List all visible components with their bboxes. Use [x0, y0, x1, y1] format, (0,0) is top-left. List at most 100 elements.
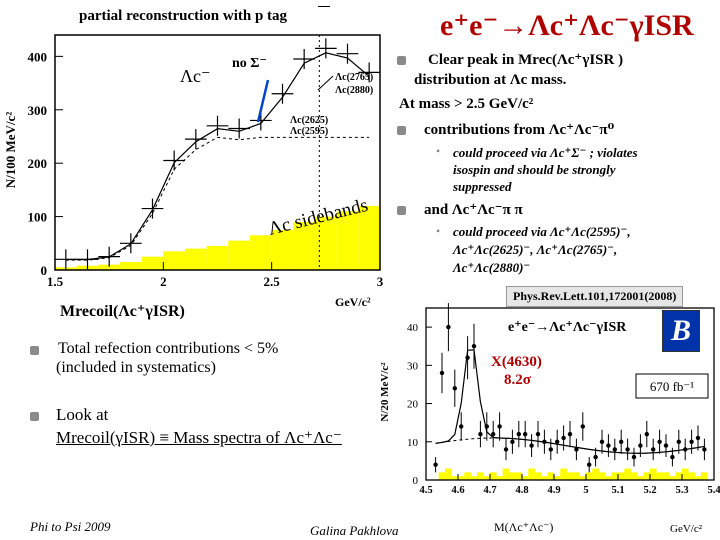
component-curve — [65, 136, 370, 261]
x-tick-label: 5.1 — [611, 485, 624, 496]
sideband-bar — [457, 476, 465, 480]
sideband-bar — [438, 472, 446, 480]
sideband-bar — [489, 472, 497, 480]
bullet1-line2: distribution at Λc mass. — [414, 72, 567, 88]
plot2-y-axis-label: N/20 MeV/c² — [379, 362, 391, 422]
sub2-line3: Λc⁺Λc(2880)⁻ — [453, 260, 531, 275]
x-tick-label: 2.5 — [264, 274, 281, 289]
sub1-line2: isospin and should be strongly — [453, 162, 616, 177]
y-tick-label: 40 — [407, 322, 419, 334]
sideband-bar — [566, 472, 574, 480]
data-point — [683, 447, 688, 452]
data-point — [471, 344, 477, 349]
x-tick-label: 4.6 — [451, 485, 464, 496]
data-point — [619, 439, 624, 444]
sub1-line3: suppressed — [453, 179, 512, 194]
resonance-pointer — [317, 75, 334, 91]
bullet-marker — [397, 56, 406, 65]
data-point — [503, 447, 509, 452]
sideband-bar — [358, 205, 380, 270]
sideband-bar — [464, 472, 471, 480]
sideband-bar — [141, 256, 164, 270]
data-point — [651, 447, 656, 452]
plot1-x-unit: GeV/c² — [335, 295, 371, 309]
y-tick-label: 100 — [28, 210, 48, 225]
sideband-bar — [617, 472, 625, 480]
sideband-bar — [496, 476, 503, 480]
sideband-bar — [579, 476, 587, 480]
bullet4-line2: Mrecoil(γISR) ≡ Mass spectra of Λc⁺Λc⁻ — [56, 428, 342, 447]
data-point — [433, 462, 438, 467]
x-tick-label: 1.5 — [47, 274, 64, 289]
sub1-line1: could proceed via Λc⁺Σ⁻ ; violates — [453, 145, 638, 160]
sideband-bar — [470, 476, 478, 480]
bullet2: and Λc⁺Λc⁻π π — [424, 202, 523, 218]
data-point — [702, 447, 707, 452]
x-tick-label: 5.4 — [707, 485, 720, 496]
sideband-bar — [611, 472, 619, 480]
data-point — [574, 447, 579, 452]
sideband-bar — [271, 229, 294, 270]
x-tick-label: 4.8 — [515, 485, 528, 496]
sideband-bar — [669, 476, 676, 480]
sideband-bar — [643, 472, 651, 480]
data-point — [593, 454, 598, 460]
data-point — [599, 439, 605, 444]
data-point — [516, 431, 521, 437]
lambda-c-label: Λc⁻ — [180, 66, 211, 86]
data-point — [625, 447, 630, 452]
x-tick-label: 5 — [583, 485, 588, 496]
y-tick-label: 300 — [28, 103, 48, 118]
data-point — [535, 431, 541, 437]
data-point — [446, 324, 451, 330]
x-tick-label: 4.5 — [419, 485, 432, 496]
sideband-bar — [694, 476, 702, 480]
data-point — [561, 435, 566, 441]
sideband-bar — [630, 472, 638, 480]
sideband-bar — [451, 476, 459, 480]
bullet-marker — [397, 126, 406, 135]
sideband-bar — [662, 472, 670, 480]
y-tick-label: 20 — [407, 399, 419, 411]
x-tick-label: 5.3 — [675, 485, 688, 496]
plot1-x-axis-label: Mrecoil(Λc⁺γISR) — [60, 303, 185, 320]
data-point — [452, 386, 457, 391]
bullet1-line1: Clear peak in Mrec(Λc⁺γISR ) — [428, 52, 624, 68]
data-point — [478, 431, 483, 437]
sideband-bar — [560, 468, 567, 480]
data-point — [484, 424, 489, 429]
bullet1-line3: At mass > 2.5 GeV/c² — [399, 96, 534, 112]
plot2-x-axis-label: M(Λc⁺Λc⁻) — [494, 520, 553, 534]
bullet3-line2: (included in systematics) — [56, 359, 216, 376]
plot1-recoil-mass: 400 300 200 100 01.5 2 2.5 3 N/100 MeV/c² GeV/c² M… — [3, 34, 384, 320]
footer-author: Galina Pakhlova — [310, 523, 399, 538]
data-point — [497, 424, 502, 429]
sideband-bar — [120, 261, 142, 270]
data-point — [606, 443, 611, 448]
data-point — [465, 355, 470, 360]
bullet-marker — [30, 412, 39, 421]
sub-bullet-dot: • — [436, 144, 441, 158]
y-tick-label: 10 — [407, 437, 419, 449]
data-point — [542, 439, 547, 444]
resonance-label-2595: Λc(2595) — [290, 126, 328, 137]
data-point — [695, 435, 701, 441]
data-point — [587, 462, 592, 467]
sideband-bar — [592, 468, 599, 480]
sideband-bar — [675, 472, 683, 480]
data-point — [459, 424, 464, 429]
x-tick-label: 4.7 — [483, 485, 496, 496]
plot2-frame — [425, 307, 715, 481]
plot1-frame — [54, 34, 381, 271]
plot2-title: e⁺e⁻→Λc⁺Λc⁻γISR — [508, 320, 627, 335]
data-point — [523, 431, 528, 437]
sideband-bar — [547, 472, 555, 480]
data-point — [638, 443, 643, 448]
data-point — [670, 454, 675, 460]
plot1-y-axis-label: N/100 MeV/c² — [3, 112, 18, 189]
sideband-bar — [293, 221, 315, 270]
sideband-bar — [585, 472, 593, 480]
sideband-bar — [509, 472, 516, 480]
sideband-bar — [656, 472, 663, 480]
bullet-marker — [30, 346, 39, 355]
